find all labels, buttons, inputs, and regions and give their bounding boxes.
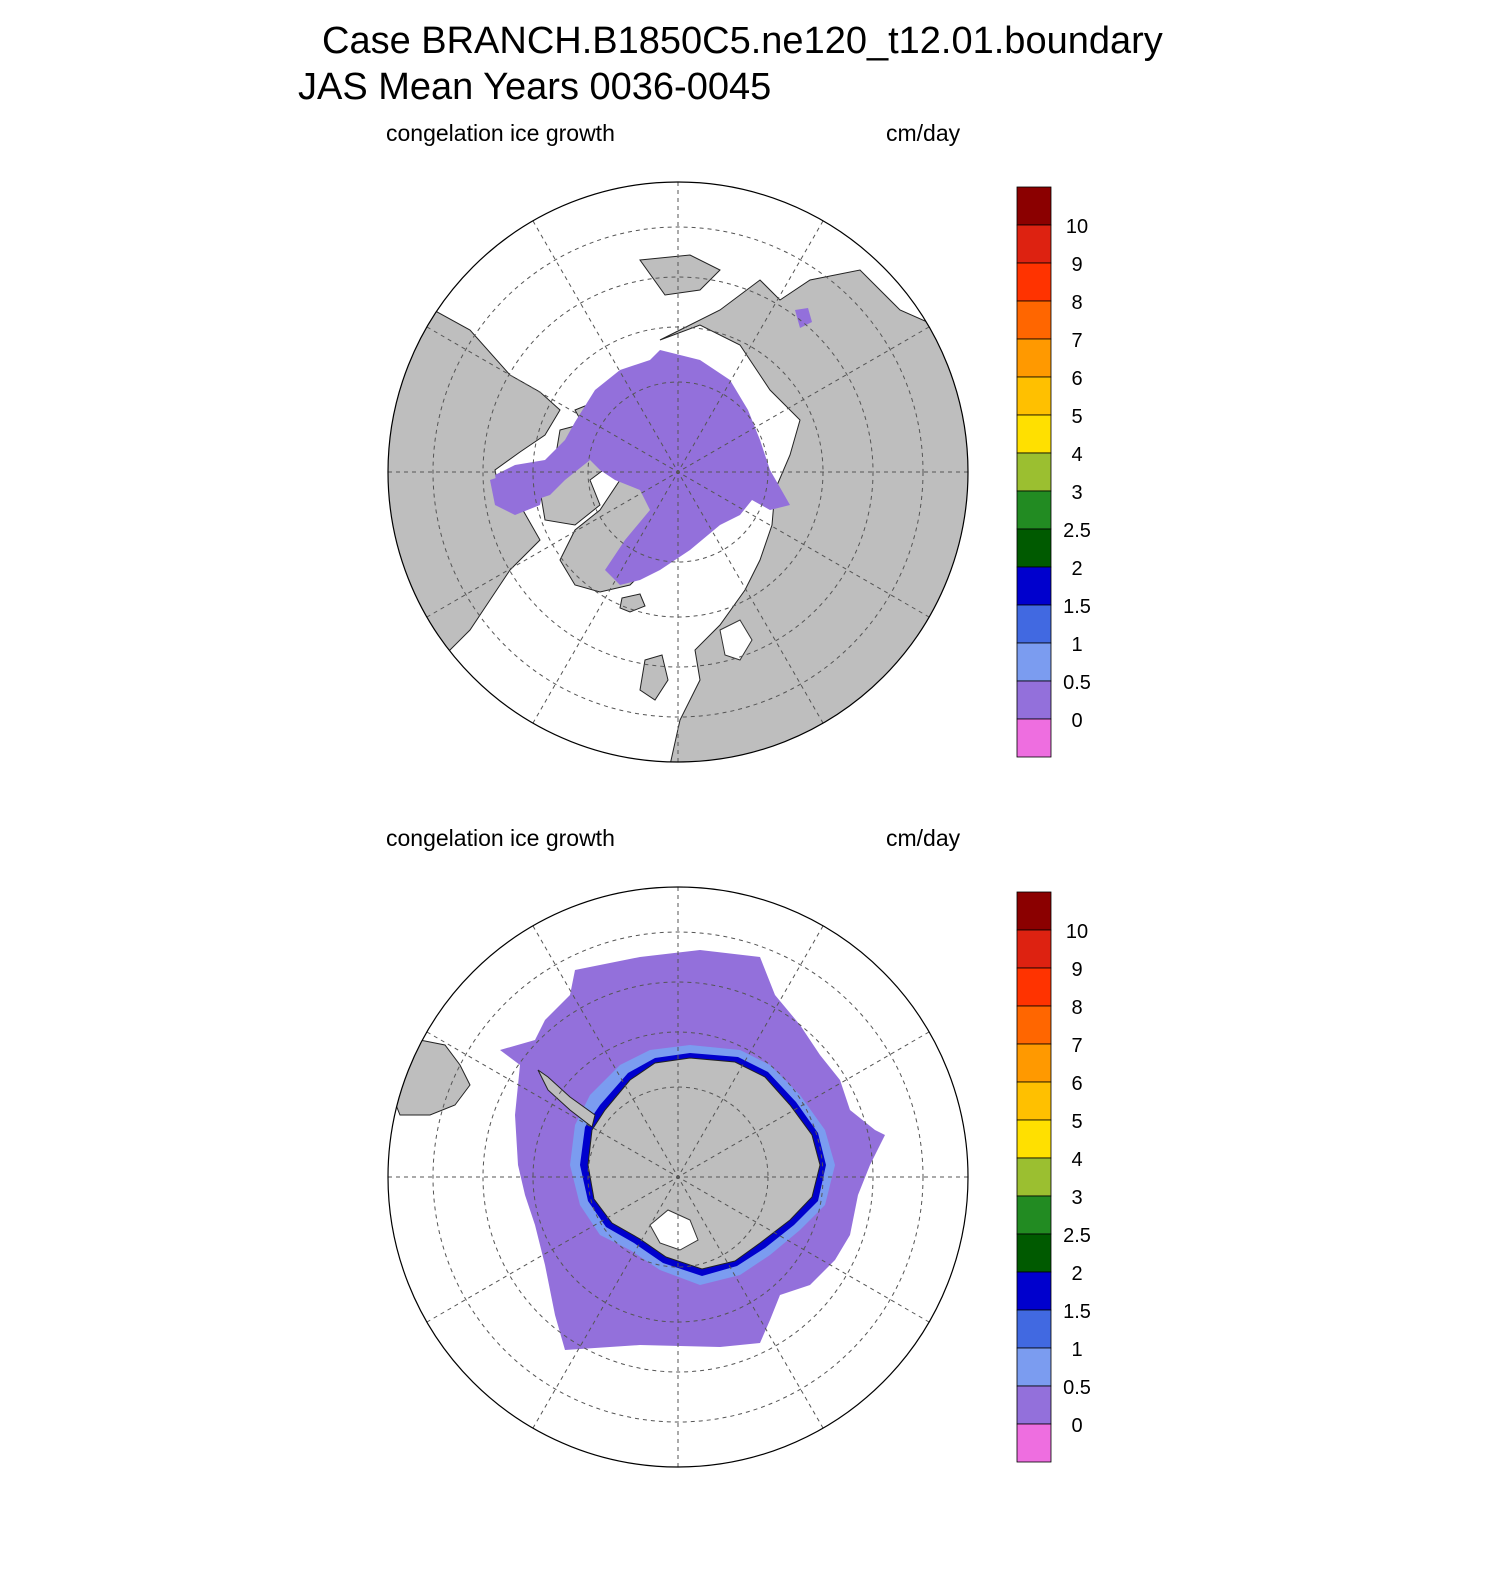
north-colorbar-tick-label: 3: [1071, 482, 1082, 504]
north-colorbar-tick-label: 9: [1071, 254, 1082, 276]
south-colorbar-tick-label: 2: [1071, 1263, 1082, 1285]
north-colorbar-swatch: [1016, 414, 1052, 454]
south-colorbar-tick-label: 8: [1071, 997, 1082, 1019]
north-colorbar-swatch: [1016, 376, 1052, 416]
south-units-label: cm/day: [886, 825, 961, 851]
north-colorbar-tick-label: 2: [1071, 558, 1082, 580]
south-colorbar-swatch: [1016, 1195, 1052, 1235]
north-colorbar-tick-label: 0: [1071, 710, 1082, 732]
north-colorbar-tick-label: 0.5: [1063, 672, 1091, 694]
north-colorbar-tick-label: 4: [1071, 444, 1082, 466]
north-colorbar-tick-label: 8: [1071, 292, 1082, 314]
north-colorbar-swatch: [1016, 186, 1052, 226]
north-sea-ice-okhotsk: [795, 308, 812, 328]
south-polar-map: 0 0.5 1 1.5 2 2.5 3 4 5 6 7 8 9 10: [387, 886, 1091, 1468]
north-colorbar-swatch: [1016, 300, 1052, 340]
north-map-border: [387, 181, 969, 763]
south-colorbar-tick-label: 7: [1071, 1035, 1082, 1057]
south-land-antarctic-peninsula: [537, 1069, 596, 1128]
south-colorbar-swatch: [1016, 1347, 1052, 1387]
south-colorbar-tick-label: 0: [1071, 1415, 1082, 1437]
north-colorbar-tick-label: 5: [1071, 406, 1082, 428]
north-colorbar: 0 0.5 1 1.5 2 2.5 3 4 5 6 7 8 9 10: [1016, 186, 1091, 758]
south-colorbar-tick-label: 10: [1066, 921, 1088, 943]
north-colorbar-swatch: [1016, 528, 1052, 568]
north-colorbar-tick-label: 7: [1071, 330, 1082, 352]
north-colorbar-swatch: [1016, 490, 1052, 530]
south-colorbar-swatch: [1016, 1005, 1052, 1045]
south-colorbar-tick-label: 3: [1071, 1187, 1082, 1209]
north-graticule: [388, 182, 968, 762]
north-sea-ice-hudson: [490, 470, 545, 515]
north-sea-baltic: [719, 619, 753, 661]
north-colorbar-swatch: [1016, 262, 1052, 302]
south-colorbar-swatch: [1016, 1423, 1052, 1463]
south-colorbar: 0 0.5 1 1.5 2 2.5 3 4 5 6 7 8 9 10: [1016, 891, 1091, 1463]
north-colorbar-swatch: [1016, 718, 1052, 758]
south-colorbar-swatch: [1016, 1271, 1052, 1311]
plot-subtitle: JAS Mean Years 0036-0045: [298, 66, 772, 108]
north-variable-label: congelation ice growth: [386, 120, 615, 146]
north-colorbar-swatch: [1016, 224, 1052, 264]
north-colorbar-tick-label: 1: [1071, 634, 1082, 656]
north-colorbar-swatch: [1016, 680, 1052, 720]
south-map-border: [387, 886, 969, 1468]
south-ross-sea: [649, 1209, 699, 1251]
south-colorbar-swatch: [1016, 1309, 1052, 1349]
south-colorbar-swatch: [1016, 967, 1052, 1007]
south-colorbar-tick-label: 6: [1071, 1073, 1082, 1095]
plot-title: Case BRANCH.B1850C5.ne120_t12.01.boundar…: [322, 20, 1163, 62]
south-colorbar-tick-label: 4: [1071, 1149, 1082, 1171]
south-colorbar-swatch: [1016, 929, 1052, 969]
north-colorbar-swatch: [1016, 642, 1052, 682]
north-colorbar-tick-label: 10: [1066, 216, 1088, 238]
south-colorbar-swatch: [1016, 1157, 1052, 1197]
south-graticule: [388, 887, 968, 1467]
north-colorbar-tick-label: 2.5: [1063, 520, 1091, 542]
north-colorbar-tick-label: 6: [1071, 368, 1082, 390]
north-colorbar-tick-label: 1.5: [1063, 596, 1091, 618]
south-colorbar-swatch: [1016, 1233, 1052, 1273]
south-variable-label: congelation ice growth: [386, 825, 615, 851]
north-polar-map: 0 0.5 1 1.5 2 2.5 3 4 5 6 7 8 9 10: [387, 181, 1091, 763]
south-colorbar-tick-label: 9: [1071, 959, 1082, 981]
north-colorbar-swatch: [1016, 452, 1052, 492]
north-colorbar-swatch: [1016, 338, 1052, 378]
north-colorbar-swatch: [1016, 604, 1052, 644]
south-colorbar-swatch: [1016, 1385, 1052, 1425]
south-colorbar-tick-label: 1: [1071, 1339, 1082, 1361]
north-units-label: cm/day: [886, 120, 961, 146]
south-colorbar-swatch: [1016, 891, 1052, 931]
north-sea-ice: [495, 350, 790, 585]
south-colorbar-swatch: [1016, 1119, 1052, 1159]
north-colorbar-swatch: [1016, 566, 1052, 606]
south-colorbar-tick-label: 0.5: [1063, 1377, 1091, 1399]
north-land-chukotka: [639, 254, 721, 296]
south-colorbar-tick-label: 2.5: [1063, 1225, 1091, 1247]
south-land-antarctica: [587, 1057, 821, 1270]
south-colorbar-tick-label: 5: [1071, 1111, 1082, 1133]
south-colorbar-tick-label: 1.5: [1063, 1301, 1091, 1323]
south-colorbar-swatch: [1016, 1081, 1052, 1121]
south-colorbar-swatch: [1016, 1043, 1052, 1083]
